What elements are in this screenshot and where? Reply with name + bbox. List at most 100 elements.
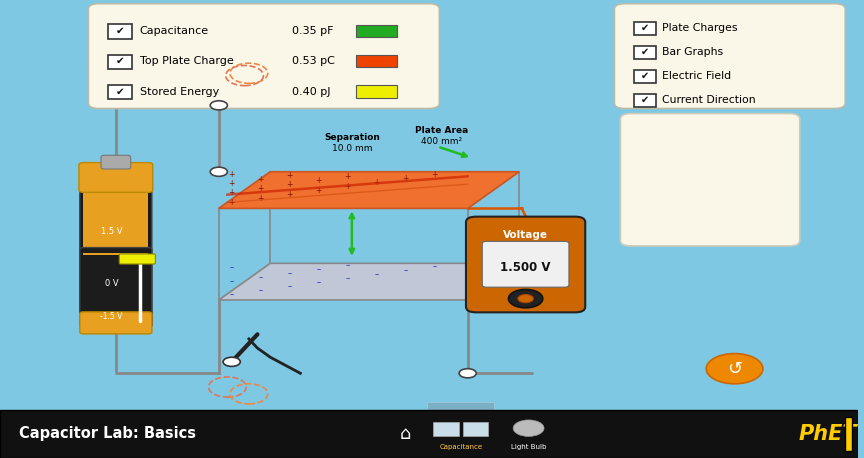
FancyBboxPatch shape [634, 22, 657, 35]
FancyBboxPatch shape [79, 163, 153, 192]
Text: –: – [230, 290, 234, 300]
Text: +: + [257, 194, 264, 202]
FancyBboxPatch shape [634, 70, 657, 83]
Text: –: – [346, 261, 350, 270]
Text: +: + [287, 171, 293, 180]
FancyBboxPatch shape [614, 4, 845, 109]
Text: Bar Graphs: Bar Graphs [663, 47, 723, 57]
Text: –: – [346, 274, 350, 284]
Text: +: + [228, 179, 235, 188]
Text: –: – [258, 287, 263, 295]
Text: 0 V: 0 V [105, 279, 118, 288]
Text: ✔: ✔ [116, 87, 124, 97]
Text: 0.35 pF: 0.35 pF [292, 26, 334, 36]
Text: Capacitance: Capacitance [439, 444, 482, 450]
FancyBboxPatch shape [482, 241, 569, 287]
Text: Capacitor Lab: Basics: Capacitor Lab: Basics [19, 426, 196, 442]
Text: Plate Charges: Plate Charges [663, 23, 738, 33]
FancyBboxPatch shape [466, 217, 585, 312]
Text: –: – [230, 277, 234, 286]
FancyBboxPatch shape [79, 312, 152, 334]
Text: +: + [345, 181, 351, 191]
Text: ✔: ✔ [641, 71, 650, 81]
Text: –: – [288, 283, 292, 291]
Text: PhET: PhET [799, 424, 857, 444]
FancyBboxPatch shape [356, 55, 397, 67]
FancyBboxPatch shape [108, 85, 132, 99]
FancyBboxPatch shape [0, 410, 858, 458]
Text: 0.53 pC: 0.53 pC [292, 56, 334, 66]
FancyBboxPatch shape [101, 155, 130, 169]
FancyBboxPatch shape [108, 55, 132, 69]
FancyBboxPatch shape [634, 46, 657, 59]
Text: Electric Field: Electric Field [663, 71, 732, 81]
Text: 0.40 pJ: 0.40 pJ [292, 87, 330, 97]
FancyBboxPatch shape [88, 4, 440, 109]
Text: 1.500 V: 1.500 V [500, 262, 551, 274]
Text: –: – [403, 267, 408, 276]
Text: Voltage: Voltage [503, 230, 548, 240]
FancyBboxPatch shape [434, 422, 459, 436]
Text: 400 mm²: 400 mm² [422, 137, 462, 147]
Text: +: + [315, 176, 321, 185]
Text: ✔: ✔ [641, 95, 650, 105]
FancyBboxPatch shape [498, 410, 560, 458]
Text: –: – [374, 271, 378, 279]
Polygon shape [219, 172, 519, 208]
Text: 1.5 V: 1.5 V [101, 227, 123, 235]
Text: Plate Area: Plate Area [416, 126, 468, 135]
Text: Top Plate Charge: Top Plate Charge [140, 56, 233, 66]
FancyBboxPatch shape [108, 24, 132, 39]
Text: -1.5 V: -1.5 V [100, 312, 123, 321]
Circle shape [508, 289, 543, 308]
Text: +: + [257, 175, 264, 184]
Text: +: + [287, 180, 293, 189]
Text: 10.0 mm: 10.0 mm [332, 144, 372, 153]
Text: +: + [257, 185, 264, 193]
Text: Current Direction: Current Direction [663, 95, 756, 105]
FancyBboxPatch shape [845, 417, 852, 451]
Text: +: + [228, 188, 235, 197]
Text: ✔: ✔ [116, 56, 124, 66]
Text: ✔: ✔ [641, 47, 650, 57]
FancyBboxPatch shape [620, 114, 800, 246]
Text: ✔: ✔ [116, 26, 124, 36]
Circle shape [210, 167, 227, 176]
Circle shape [459, 369, 476, 378]
FancyBboxPatch shape [119, 254, 156, 264]
FancyBboxPatch shape [356, 25, 397, 37]
Circle shape [223, 357, 240, 366]
FancyBboxPatch shape [428, 402, 494, 458]
Text: –: – [288, 269, 292, 278]
Text: +: + [228, 197, 235, 207]
Text: Capacitance: Capacitance [140, 26, 209, 36]
FancyBboxPatch shape [634, 94, 657, 107]
FancyBboxPatch shape [79, 188, 152, 327]
Text: –: – [316, 265, 321, 274]
Text: +: + [228, 170, 235, 179]
Polygon shape [219, 263, 519, 300]
Circle shape [706, 354, 763, 384]
Text: +: + [345, 172, 351, 181]
Text: ✔: ✔ [641, 23, 650, 33]
Text: –: – [432, 262, 436, 272]
Text: Separation: Separation [324, 133, 380, 142]
Text: –: – [258, 273, 263, 282]
Text: ⌂: ⌂ [399, 425, 410, 443]
Text: ↺: ↺ [727, 360, 742, 378]
Text: –: – [230, 263, 234, 272]
Circle shape [518, 294, 533, 303]
Text: +: + [373, 178, 379, 186]
FancyBboxPatch shape [83, 190, 149, 254]
FancyBboxPatch shape [462, 422, 488, 436]
Text: +: + [287, 190, 293, 198]
Text: +: + [403, 174, 409, 183]
Text: +: + [315, 185, 321, 195]
FancyBboxPatch shape [83, 253, 149, 255]
Text: Stored Energy: Stored Energy [140, 87, 219, 97]
FancyBboxPatch shape [79, 247, 152, 327]
Circle shape [513, 420, 544, 436]
Text: –: – [316, 278, 321, 288]
Text: +: + [431, 169, 437, 179]
FancyBboxPatch shape [356, 85, 397, 98]
